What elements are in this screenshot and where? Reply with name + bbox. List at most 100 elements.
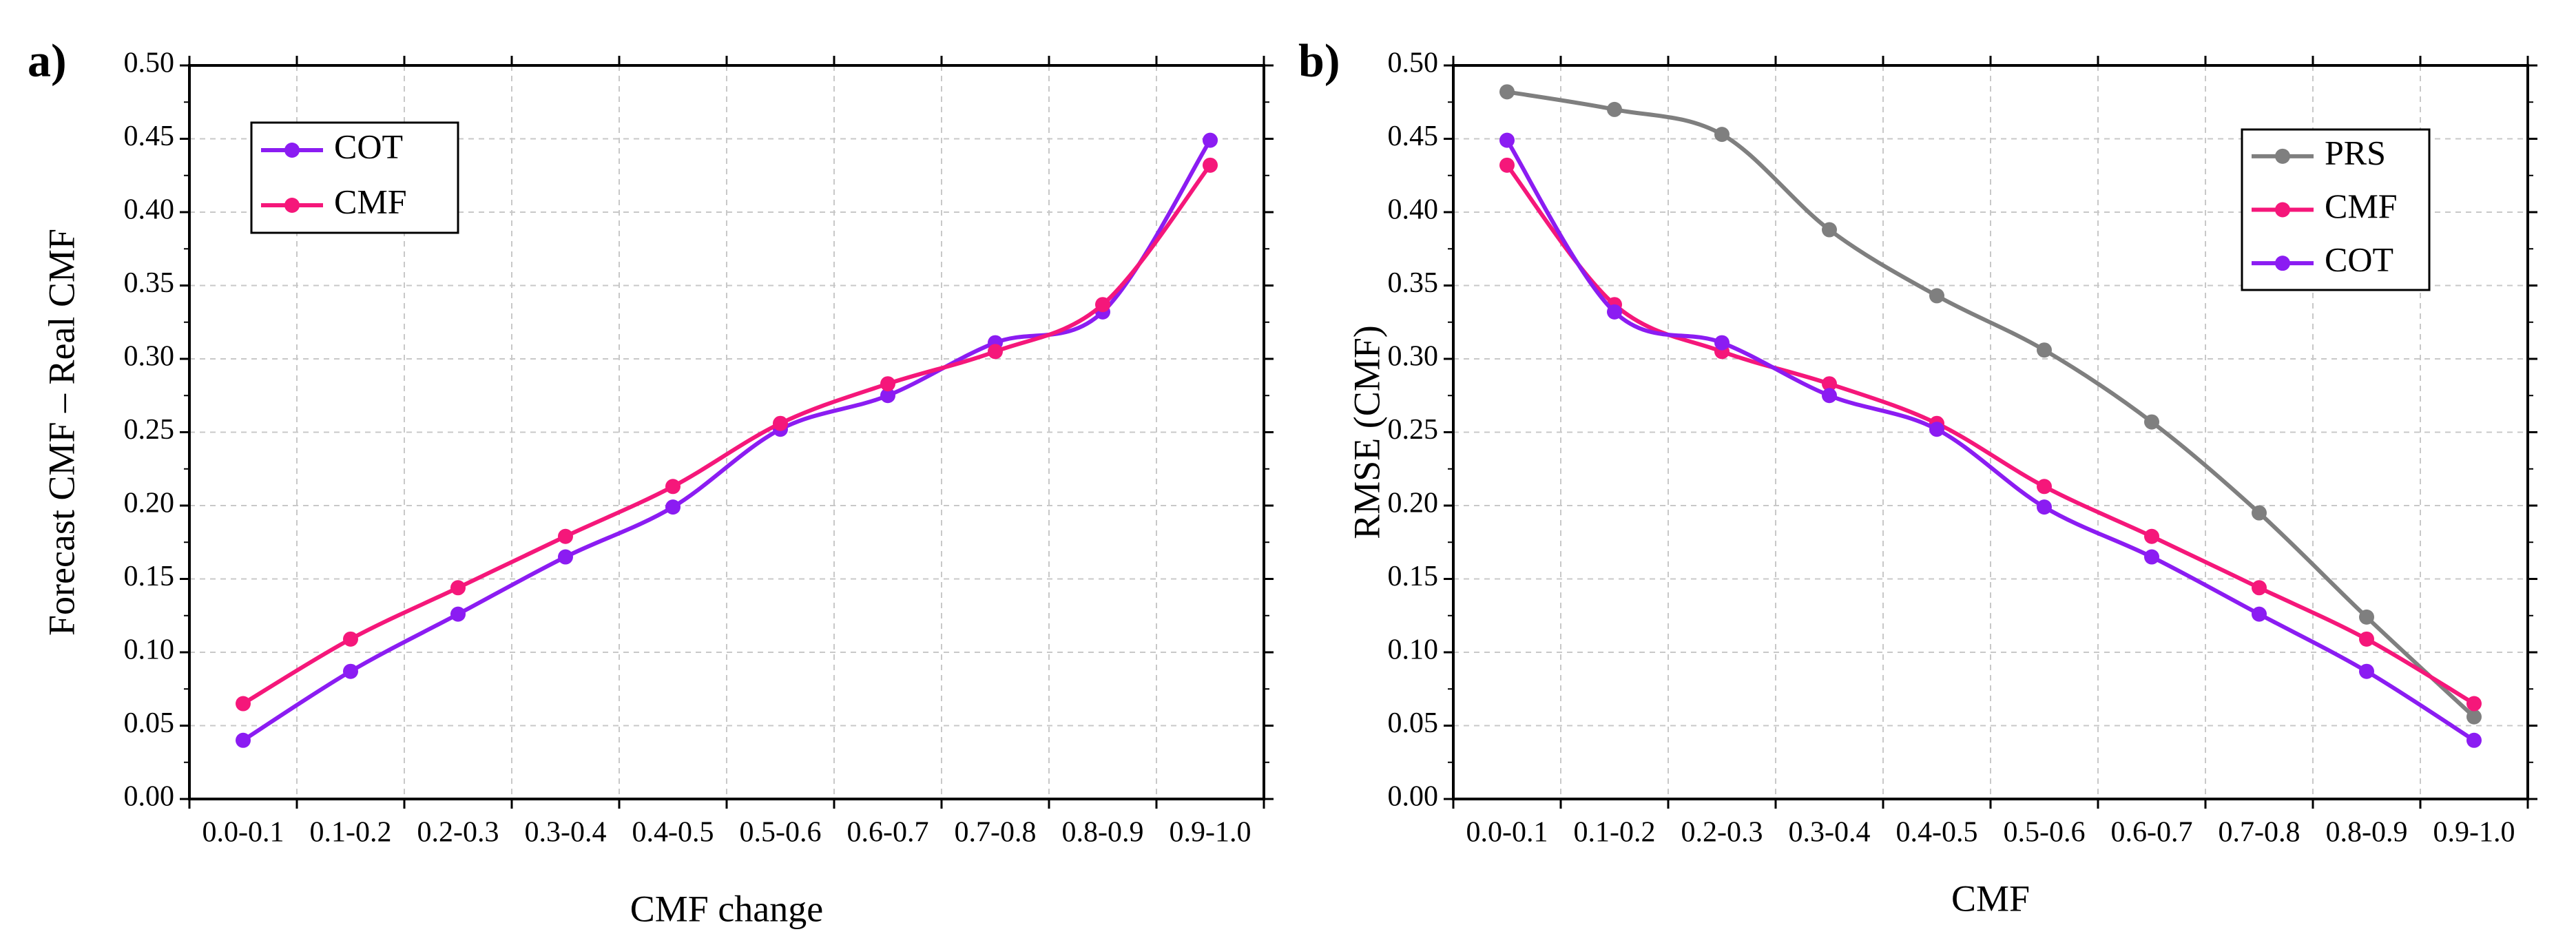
legend-label: COT bbox=[2325, 240, 2393, 279]
data-point-cmf bbox=[1499, 157, 1515, 173]
series-line-cot bbox=[1505, 138, 2476, 743]
legend-box bbox=[250, 121, 459, 234]
data-point-prs bbox=[1607, 101, 1622, 117]
data-point-cot bbox=[2466, 732, 2482, 748]
data-point-cot bbox=[1499, 132, 1515, 148]
panel-label: b) bbox=[1298, 34, 1340, 87]
legend-swatch-marker bbox=[2275, 256, 2290, 271]
y-tick-label: 0.15 bbox=[124, 561, 175, 592]
data-point-cmf bbox=[343, 631, 358, 647]
data-point-cmf bbox=[880, 376, 895, 392]
x-tick-label: 0.9-1.0 bbox=[1170, 817, 1251, 849]
data-point-cmf bbox=[2359, 631, 2374, 647]
y-tick-label: 0.45 bbox=[1388, 121, 1439, 152]
x-axis-title: CMF bbox=[1951, 878, 2030, 919]
y-axis-title: RMSE (CMF) bbox=[1346, 325, 1387, 539]
y-tick-label: 0.25 bbox=[1388, 414, 1439, 446]
x-tick-label: 0.6-0.7 bbox=[2111, 817, 2193, 849]
x-tick-label: 0.3-0.4 bbox=[1789, 817, 1871, 849]
y-tick-label: 0.00 bbox=[1388, 781, 1439, 813]
y-tick-label: 0.40 bbox=[1388, 194, 1439, 226]
legend-swatch-marker bbox=[2275, 202, 2290, 218]
data-point-prs bbox=[2359, 609, 2374, 625]
chart-panel-a: a) 0.00 0.05 0.10 0.15 0.20 0.25 0.30 0.35 0.40 0.… bbox=[28, 34, 1274, 929]
x-tick-label: 0.5-0.6 bbox=[2004, 817, 2086, 849]
y-tick-label: 0.45 bbox=[124, 121, 175, 152]
data-point-cmf bbox=[2252, 580, 2267, 596]
chart-panel-b: b) 0.00 0.05 0.10 0.15 0.20 0.25 0.30 0.35 0.40 0.… bbox=[1298, 34, 2537, 919]
series-line-cmf bbox=[241, 163, 1212, 706]
data-point-cmf bbox=[2144, 528, 2159, 544]
series-cot bbox=[1499, 132, 2482, 748]
x-tick-label: 0.0-0.1 bbox=[202, 817, 284, 849]
x-tick-label: 0.4-0.5 bbox=[1896, 817, 1978, 849]
y-tick-label: 0.40 bbox=[124, 194, 175, 226]
legend-swatch-marker bbox=[284, 198, 300, 213]
data-point-cot bbox=[2037, 499, 2052, 515]
x-tick-label: 0.8-0.9 bbox=[1062, 817, 1144, 849]
y-tick-label: 0.05 bbox=[124, 707, 175, 739]
data-point-cmf bbox=[988, 344, 1003, 360]
y-tick-label: 0.10 bbox=[124, 634, 175, 666]
series-prs bbox=[1499, 84, 2482, 725]
x-tick-label: 0.1-0.2 bbox=[1574, 817, 1656, 849]
y-axis-title: Forecast CMF – Real CMF bbox=[41, 229, 82, 636]
legend: PRS CMF COT bbox=[2241, 128, 2431, 291]
x-tick-label: 0.6-0.7 bbox=[847, 817, 929, 849]
x-tick-label: 0.1-0.2 bbox=[310, 817, 392, 849]
data-point-cmf bbox=[1095, 297, 1110, 313]
x-tick-label: 0.9-1.0 bbox=[2433, 817, 2515, 849]
y-tick-label: 0.50 bbox=[124, 48, 175, 79]
series-cmf bbox=[236, 157, 1218, 712]
legend-label: CMF bbox=[334, 182, 407, 220]
x-axis-title: CMF change bbox=[630, 888, 823, 929]
panel-label: a) bbox=[28, 34, 67, 87]
x-tick-label: 0.5-0.6 bbox=[740, 817, 822, 849]
data-point-cmf bbox=[773, 415, 788, 431]
series-line-prs bbox=[1505, 90, 2476, 719]
x-tick-label: 0.2-0.3 bbox=[1681, 817, 1763, 849]
data-point-cot bbox=[2252, 606, 2267, 622]
data-point-cot bbox=[1714, 335, 1730, 351]
data-point-prs bbox=[2252, 505, 2267, 521]
data-point-cot bbox=[450, 606, 466, 622]
y-tick-label: 0.35 bbox=[124, 267, 175, 299]
data-point-prs bbox=[1499, 84, 1515, 100]
data-point-prs bbox=[1714, 127, 1730, 143]
y-tick-label: 0.30 bbox=[1388, 341, 1439, 373]
y-tick-label: 0.20 bbox=[1388, 488, 1439, 519]
legend-label: CMF bbox=[2325, 187, 2398, 225]
legend: COT CMF bbox=[250, 121, 459, 234]
data-point-cot bbox=[1822, 388, 1837, 404]
data-point-prs bbox=[1822, 222, 1837, 238]
x-tick-label: 0.8-0.9 bbox=[2326, 817, 2408, 849]
y-tick-label: 0.20 bbox=[124, 488, 175, 519]
x-tick-label: 0.2-0.3 bbox=[417, 817, 499, 849]
x-tick-label: 0.4-0.5 bbox=[632, 817, 714, 849]
data-point-cot bbox=[343, 663, 358, 679]
y-tick-label: 0.25 bbox=[124, 414, 175, 446]
data-point-prs bbox=[2144, 414, 2159, 430]
data-point-prs bbox=[1929, 288, 1944, 304]
legend-swatch-marker bbox=[284, 143, 300, 158]
x-tick-label: 0.0-0.1 bbox=[1466, 817, 1548, 849]
data-point-cmf bbox=[665, 479, 681, 495]
data-point-cmf bbox=[450, 580, 466, 596]
y-tick-label: 0.35 bbox=[1388, 267, 1439, 299]
gridlines bbox=[1453, 65, 2528, 799]
series-line-cmf bbox=[1505, 163, 2476, 706]
data-point-cmf bbox=[236, 696, 251, 712]
data-point-cot bbox=[236, 732, 251, 748]
y-tick-label: 0.05 bbox=[1388, 707, 1439, 739]
y-tick-label: 0.10 bbox=[1388, 634, 1439, 666]
legend-label: COT bbox=[334, 127, 403, 165]
data-point-cot bbox=[1929, 422, 1944, 437]
data-point-cot bbox=[1607, 304, 1622, 320]
data-point-cmf bbox=[2466, 696, 2482, 712]
x-tick-label: 0.3-0.4 bbox=[525, 817, 607, 849]
y-tick-label: 0.00 bbox=[124, 781, 175, 813]
data-point-cot bbox=[880, 388, 895, 404]
data-point-prs bbox=[2466, 709, 2482, 725]
legend-label: PRS bbox=[2325, 133, 2386, 172]
